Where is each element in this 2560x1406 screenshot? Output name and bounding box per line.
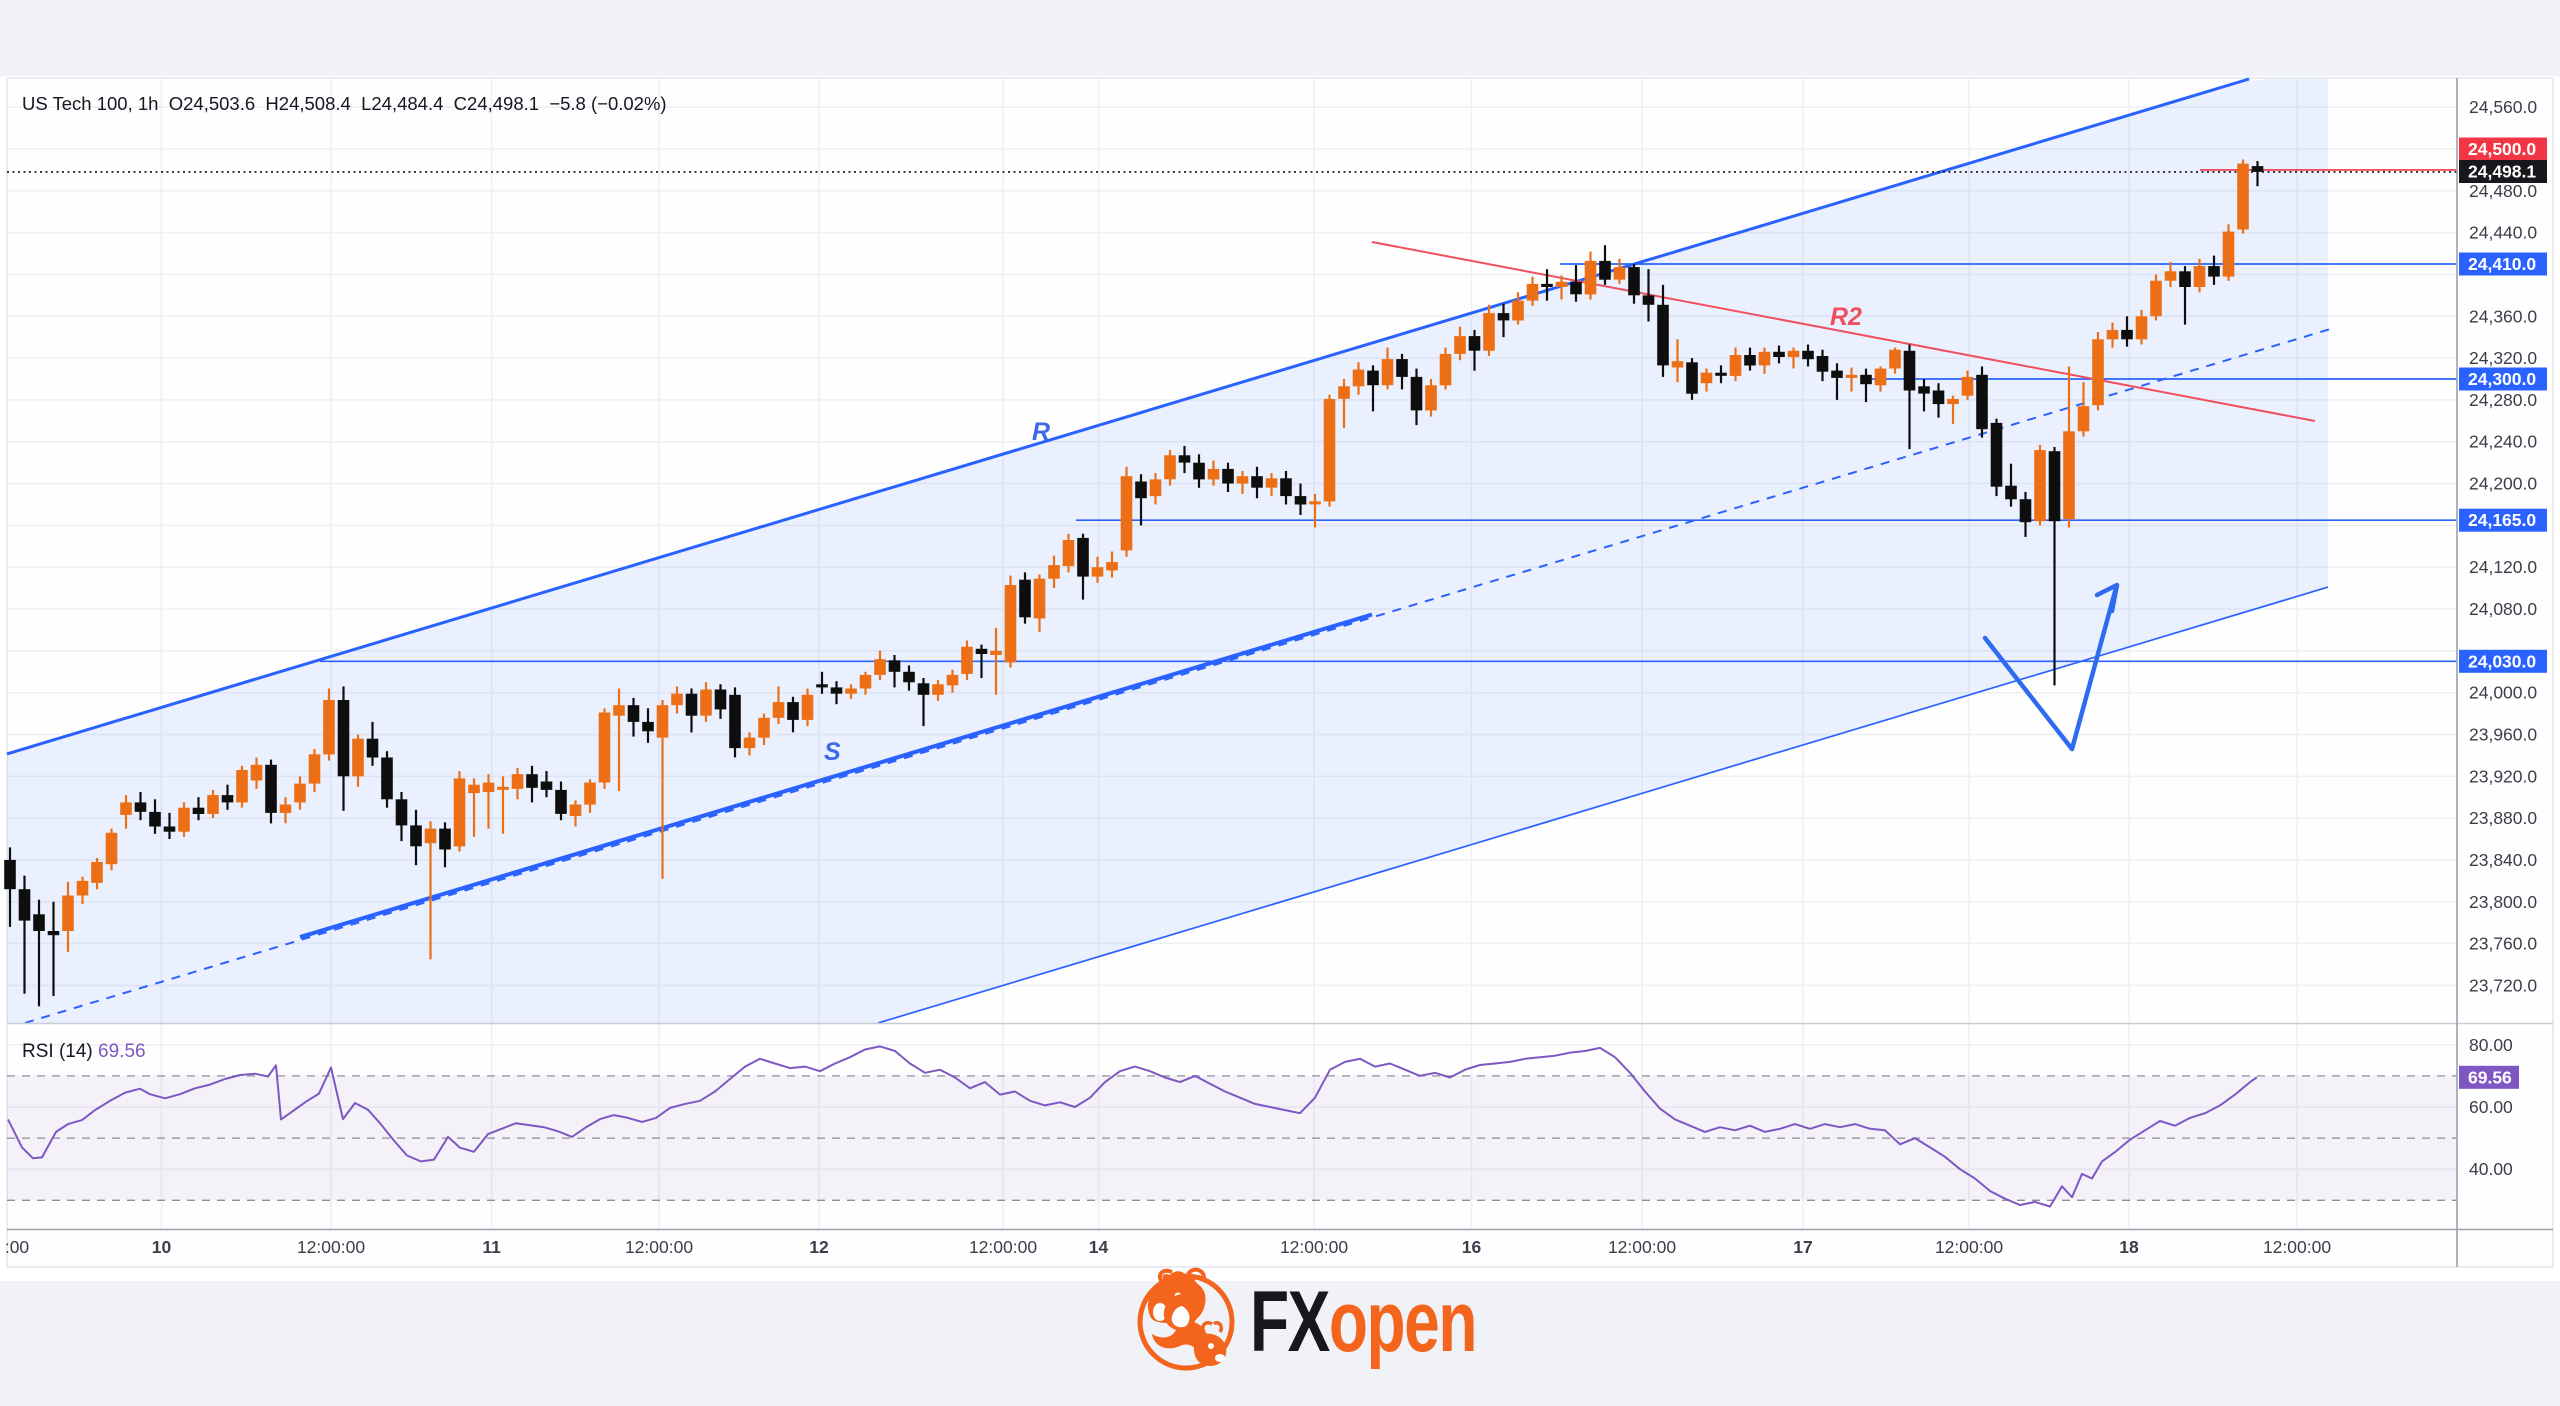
svg-text:40.00: 40.00 bbox=[2469, 1159, 2513, 1179]
svg-text:23,920.0: 23,920.0 bbox=[2469, 766, 2537, 786]
svg-text:24,120.0: 24,120.0 bbox=[2469, 557, 2537, 577]
svg-text:24,300.0: 24,300.0 bbox=[2468, 369, 2536, 389]
svg-text:23,760.0: 23,760.0 bbox=[2469, 934, 2537, 954]
svg-text:60.00: 60.00 bbox=[2469, 1097, 2513, 1117]
svg-text:R2: R2 bbox=[1830, 303, 1862, 331]
svg-text:24,498.1: 24,498.1 bbox=[2468, 162, 2536, 182]
svg-text:24,165.0: 24,165.0 bbox=[2468, 510, 2536, 530]
svg-text:12:00:00: 12:00:00 bbox=[297, 1237, 365, 1257]
svg-text:24,030.0: 24,030.0 bbox=[2468, 651, 2536, 671]
svg-text:23,800.0: 23,800.0 bbox=[2469, 892, 2537, 912]
svg-text:12:00:00: 12:00:00 bbox=[625, 1237, 693, 1257]
svg-text:23,720.0: 23,720.0 bbox=[2469, 975, 2537, 995]
svg-text:24,240.0: 24,240.0 bbox=[2469, 432, 2537, 452]
svg-text:23,840.0: 23,840.0 bbox=[2469, 850, 2537, 870]
svg-text:24,000.0: 24,000.0 bbox=[2469, 683, 2537, 703]
svg-text:12:00:00: 12:00:00 bbox=[1280, 1237, 1348, 1257]
svg-text:24,360.0: 24,360.0 bbox=[2469, 306, 2537, 326]
svg-text::00: :00 bbox=[5, 1237, 30, 1257]
svg-text:24,080.0: 24,080.0 bbox=[2469, 599, 2537, 619]
svg-text:24,440.0: 24,440.0 bbox=[2469, 223, 2537, 243]
svg-text:S: S bbox=[824, 738, 841, 766]
svg-text:12:00:00: 12:00:00 bbox=[969, 1237, 1037, 1257]
svg-text:16: 16 bbox=[1462, 1237, 1482, 1257]
svg-text:24,410.0: 24,410.0 bbox=[2468, 254, 2536, 274]
svg-text:24,200.0: 24,200.0 bbox=[2469, 474, 2537, 494]
svg-text:18: 18 bbox=[2119, 1237, 2139, 1257]
svg-text:24,280.0: 24,280.0 bbox=[2469, 390, 2537, 410]
svg-text:12:00:00: 12:00:00 bbox=[1935, 1237, 2003, 1257]
svg-text:12:00:00: 12:00:00 bbox=[1608, 1237, 1676, 1257]
svg-text:12: 12 bbox=[809, 1237, 829, 1257]
svg-text:FXopen: FXopen bbox=[1250, 1274, 1476, 1370]
svg-text:24,320.0: 24,320.0 bbox=[2469, 348, 2537, 368]
svg-text:17: 17 bbox=[1793, 1237, 1812, 1257]
svg-text:24,500.0: 24,500.0 bbox=[2468, 139, 2536, 159]
svg-text:11: 11 bbox=[482, 1237, 501, 1257]
svg-text:R: R bbox=[1032, 418, 1050, 446]
svg-text:RSI (14) 69.56: RSI (14) 69.56 bbox=[22, 1041, 146, 1062]
svg-text:14: 14 bbox=[1089, 1237, 1109, 1257]
svg-text:10: 10 bbox=[152, 1237, 172, 1257]
svg-text:23,880.0: 23,880.0 bbox=[2469, 808, 2537, 828]
svg-text:12:00:00: 12:00:00 bbox=[2263, 1237, 2331, 1257]
svg-text:80.00: 80.00 bbox=[2469, 1035, 2513, 1055]
svg-text:US Tech 100, 1h O24,503.6 H2: US Tech 100, 1h O24,503.6 H24,508.4 L24,… bbox=[22, 93, 667, 114]
svg-text:23,960.0: 23,960.0 bbox=[2469, 725, 2537, 745]
svg-text:69.56: 69.56 bbox=[2468, 1067, 2512, 1087]
svg-text:24,560.0: 24,560.0 bbox=[2469, 97, 2537, 117]
svg-text:24,480.0: 24,480.0 bbox=[2469, 181, 2537, 201]
